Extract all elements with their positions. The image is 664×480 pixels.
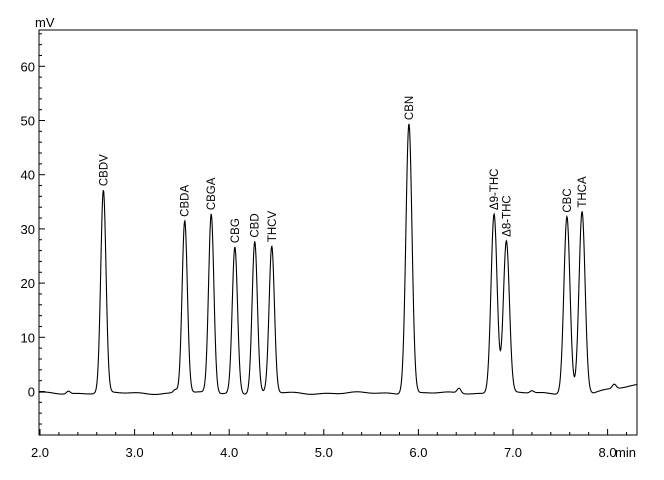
x-tick-label: 2.0 (31, 445, 49, 460)
x-tick-label: 6.0 (409, 445, 427, 460)
peak-label: CBDA (180, 185, 192, 217)
x-tick-label: 3.0 (126, 445, 144, 460)
x-axis-unit: min (615, 445, 636, 460)
plot-frame (38, 29, 638, 436)
peak-label: CBC (562, 188, 574, 212)
peak-label: CBDV (98, 154, 110, 186)
y-tick-label: 30 (21, 222, 35, 237)
chromatogram-trace (38, 123, 638, 396)
y-tick-label: 20 (21, 276, 35, 291)
peak-label: THCA (577, 176, 589, 208)
y-tick-label: 10 (21, 330, 35, 345)
peak-label: THCV (267, 211, 279, 243)
y-tick-label: 0 (28, 385, 35, 400)
peak-label: CBG (230, 218, 242, 243)
peak-label: CBD (250, 213, 262, 237)
x-tick-label: 4.0 (220, 445, 238, 460)
y-tick-label: 40 (21, 168, 35, 183)
x-tick-label: 8.0 (599, 445, 617, 460)
peak-label: CBGA (206, 177, 218, 210)
peak-label: CBN (404, 96, 416, 120)
y-tick-label: 50 (21, 114, 35, 129)
peak-label: Δ8-THC (501, 195, 513, 237)
peak-label: Δ9-THC (489, 169, 501, 211)
x-tick-label: 7.0 (504, 445, 522, 460)
y-tick-label: 60 (21, 59, 35, 74)
y-axis-unit: mV (35, 15, 55, 30)
x-tick-label: 5.0 (315, 445, 333, 460)
